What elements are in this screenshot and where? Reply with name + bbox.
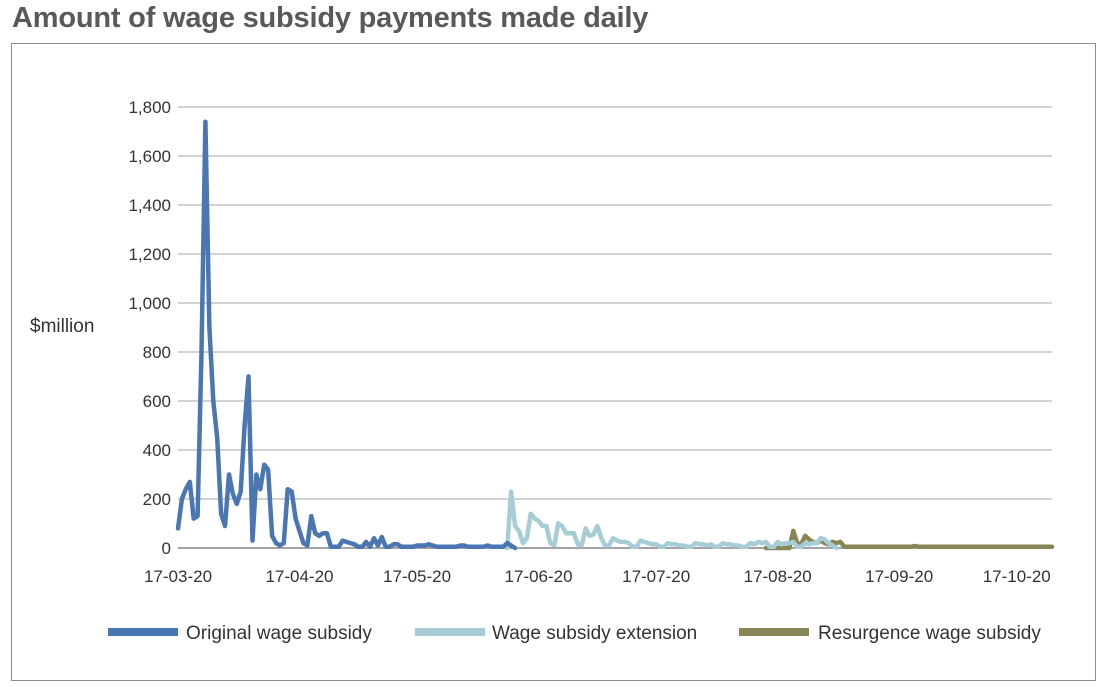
x-tick-label: 17-07-20 — [622, 567, 690, 586]
x-tick-label: 17-05-20 — [383, 567, 451, 586]
y-tick-label: 1,200 — [128, 245, 171, 264]
y-tick-label: 1,000 — [128, 294, 171, 313]
legend-swatch — [739, 628, 809, 636]
y-tick-label: 0 — [162, 539, 171, 558]
x-tick-label: 17-03-20 — [144, 567, 212, 586]
series-line-2 — [504, 489, 839, 551]
legend-label: Wage subsidy extension — [492, 623, 697, 644]
x-tick-label: 17-04-20 — [265, 567, 333, 586]
legend: Original wage subsidy Wage subsidy extens… — [108, 623, 1041, 644]
y-tick-label: 1,400 — [128, 196, 171, 215]
x-tick-label: 17-06-20 — [505, 567, 573, 586]
x-tick-label: 17-08-20 — [744, 567, 812, 586]
legend-label: Resurgence wage subsidy — [818, 623, 1041, 644]
y-axis-label: $million — [30, 316, 94, 337]
y-tick-label: 600 — [143, 392, 171, 411]
y-tick-label: 1,800 — [128, 98, 171, 117]
y-tick-label: 1,600 — [128, 147, 171, 166]
legend-swatch — [108, 628, 178, 636]
legend-label: Original wage subsidy — [186, 623, 372, 644]
y-tick-label: 800 — [143, 343, 171, 362]
y-tick-label: 200 — [143, 490, 171, 509]
x-axis-ticks: 17-03-20 17-04-20 17-05-20 17-06-20 17-07-20… — [144, 567, 1051, 586]
chart-title: Amount of wage subsidy payments made dai… — [12, 2, 649, 34]
series-line-1 — [175, 119, 518, 551]
series-lines — [175, 119, 1055, 551]
x-tick-label: 17-10-20 — [983, 567, 1051, 586]
gridlines — [178, 106, 1052, 549]
chart-frame — [11, 43, 1096, 681]
y-tick-label: 400 — [143, 441, 171, 460]
y-axis-ticks: 0 200 400 600 800 1,000 1,200 1,400 1,600 1,800 — [128, 98, 171, 558]
legend-swatch — [415, 628, 485, 636]
x-tick-label: 17-09-20 — [865, 567, 933, 586]
